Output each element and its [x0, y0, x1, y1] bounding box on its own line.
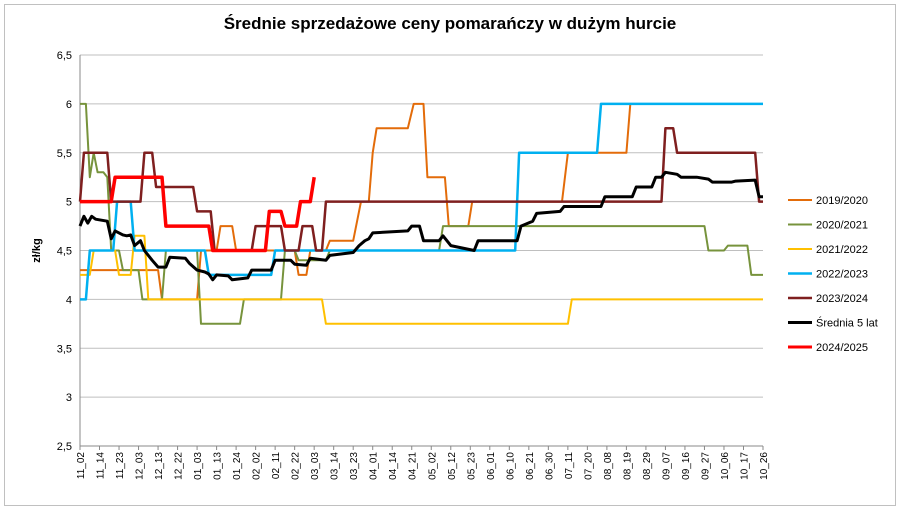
x-tick-label: 05_12 [447, 452, 458, 480]
legend-label: 2021/2022 [816, 244, 868, 256]
series-line-3 [80, 102, 763, 301]
series-line-1 [80, 102, 763, 325]
axes: 2,5 3 3,5 4 4,5 5 5,5 6 6,5 11_02 11_14 11_23 12_03 1… [57, 50, 770, 480]
y-tick-label: 5 [66, 197, 72, 209]
x-tick-label: 07_11 [564, 452, 575, 480]
x-tick-label: 04_14 [388, 452, 399, 480]
x-tick-label: 11_14 [96, 452, 107, 480]
x-tick-label: 08_29 [642, 452, 653, 480]
x-tick-label: 10_17 [739, 452, 750, 480]
x-tick-label: 12_22 [174, 452, 185, 480]
x-tick-label: 02_11 [271, 452, 282, 480]
x-tick-label: 08_08 [603, 452, 614, 480]
x-tick-label: 04_01 [369, 452, 380, 480]
x-tick-label: 06_21 [525, 452, 536, 480]
x-tick-label: 06_30 [544, 452, 555, 480]
y-tick-label: 2,5 [57, 441, 72, 453]
x-tick-label: 03_03 [310, 452, 321, 480]
x-tick-label: 04_21 [408, 452, 419, 480]
x-tick-label: 02_22 [291, 452, 302, 480]
x-tick-label: 09_27 [700, 452, 711, 480]
legend: 2019/2020 2020/2021 2021/2022 2022/2023 2023… [788, 195, 878, 354]
y-tick-label: 6 [66, 99, 72, 111]
y-axis-label: zł/kg [31, 238, 43, 262]
x-tick-label: 01_24 [232, 452, 243, 480]
series-line-4 [78, 127, 763, 252]
x-tick-label: 03_23 [349, 452, 360, 480]
y-tick-label: 5,5 [57, 148, 72, 160]
x-tick-label: 10_06 [720, 452, 731, 480]
x-tick-label: 07_20 [583, 452, 594, 480]
legend-label: 2019/2020 [816, 195, 868, 207]
chart-title: Średnie sprzedażowe ceny pomarańczy w du… [223, 14, 677, 33]
x-tick-label: 02_02 [252, 452, 263, 480]
y-tick-label: 4 [66, 294, 72, 306]
x-tick-label: 09_16 [681, 452, 692, 480]
legend-label: 2020/2021 [816, 220, 868, 232]
x-tick-label: 09_07 [661, 452, 672, 480]
x-tick-label: 10_26 [759, 452, 770, 480]
x-tick-label: 06_10 [505, 452, 516, 480]
series-line-6 [80, 175, 316, 253]
x-tick-label: 03_14 [330, 452, 341, 480]
legend-label: 2024/2025 [816, 342, 868, 354]
series-line-2 [80, 234, 763, 325]
x-tick-label: 11_23 [115, 452, 126, 480]
x-tick-label: 01_03 [193, 452, 204, 480]
series-lines [78, 102, 763, 325]
y-tick-label: 3,5 [57, 343, 72, 355]
series-line-5 [78, 170, 763, 282]
x-tick-label: 05_02 [427, 452, 438, 480]
legend-label: 2023/2024 [816, 293, 868, 305]
legend-label: Średnia 5 lat [816, 317, 878, 330]
x-tick-label: 11_02 [76, 452, 87, 480]
y-tick-label: 3 [66, 392, 72, 404]
chart-frame [4, 4, 896, 506]
x-tick-label: 01_13 [213, 452, 224, 480]
legend-label: 2022/2023 [816, 269, 868, 281]
x-tick-label: 08_19 [622, 452, 633, 480]
y-tick-label: 4,5 [57, 246, 72, 258]
x-tick-label: 06_01 [486, 452, 497, 480]
x-tick-label: 12_13 [154, 452, 165, 480]
y-tick-label: 6,5 [57, 50, 72, 62]
x-tick-label: 12_03 [135, 452, 146, 480]
x-tick-label: 05_23 [466, 452, 477, 480]
